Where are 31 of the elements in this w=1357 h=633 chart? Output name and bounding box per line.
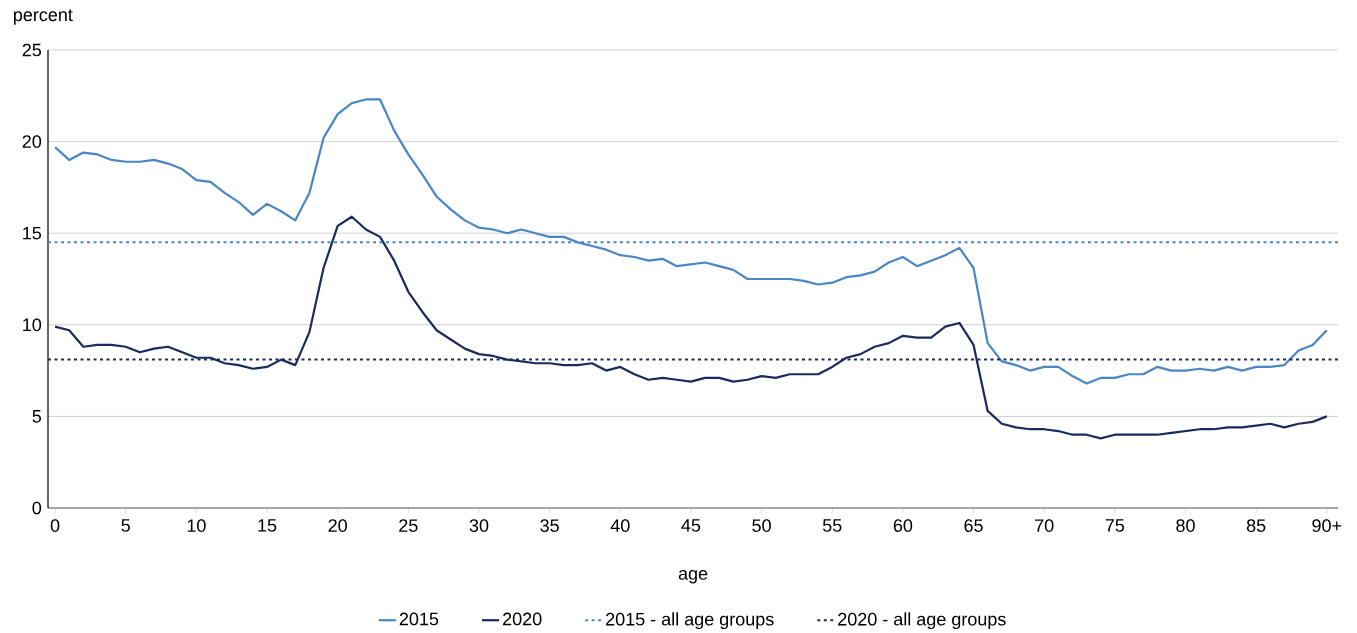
legend-label: 2020 — [503, 612, 542, 626]
y-tick-label: 5 — [32, 410, 42, 423]
x-tick-label: 40 — [610, 519, 630, 532]
y-tick-label: 0 — [32, 501, 42, 515]
x-tick-label: 30 — [469, 519, 489, 532]
y-tick-label: 15 — [23, 226, 42, 240]
x-tick-label: 25 — [399, 519, 418, 532]
x-tick-label: 70 — [1035, 519, 1054, 532]
legend-label: 2015 — [399, 612, 439, 626]
x-tick-label: 35 — [540, 519, 559, 532]
legend-label: 2020 - all age groups — [838, 612, 1006, 630]
legend-label: 2015 - all age groups — [606, 612, 774, 630]
x-axis-title: age — [678, 569, 708, 584]
x-tick-label: 75 — [1105, 519, 1125, 532]
x-tick-label: 45 — [681, 519, 701, 532]
y-tick-label: 25 — [22, 43, 42, 57]
x-tick-label: 20 — [328, 519, 347, 532]
x-tick-label: 15 — [258, 519, 277, 532]
x-tick-label: 50 — [752, 519, 771, 532]
x-tick-label: 90+ — [1312, 519, 1342, 532]
x-tick-label: 0 — [50, 519, 60, 532]
x-tick-label: 60 — [893, 519, 913, 532]
y-tick-label: 10 — [23, 318, 42, 332]
y-tick-label: 20 — [22, 135, 42, 148]
x-tick-label: 85 — [1246, 519, 1266, 532]
x-tick-label: 55 — [822, 519, 842, 532]
x-tick-label: 10 — [187, 519, 206, 532]
y-axis-title: percent — [13, 9, 73, 25]
x-tick-label: 65 — [964, 519, 983, 532]
x-tick-label: 5 — [121, 519, 130, 532]
x-tick-label: 80 — [1176, 519, 1195, 532]
